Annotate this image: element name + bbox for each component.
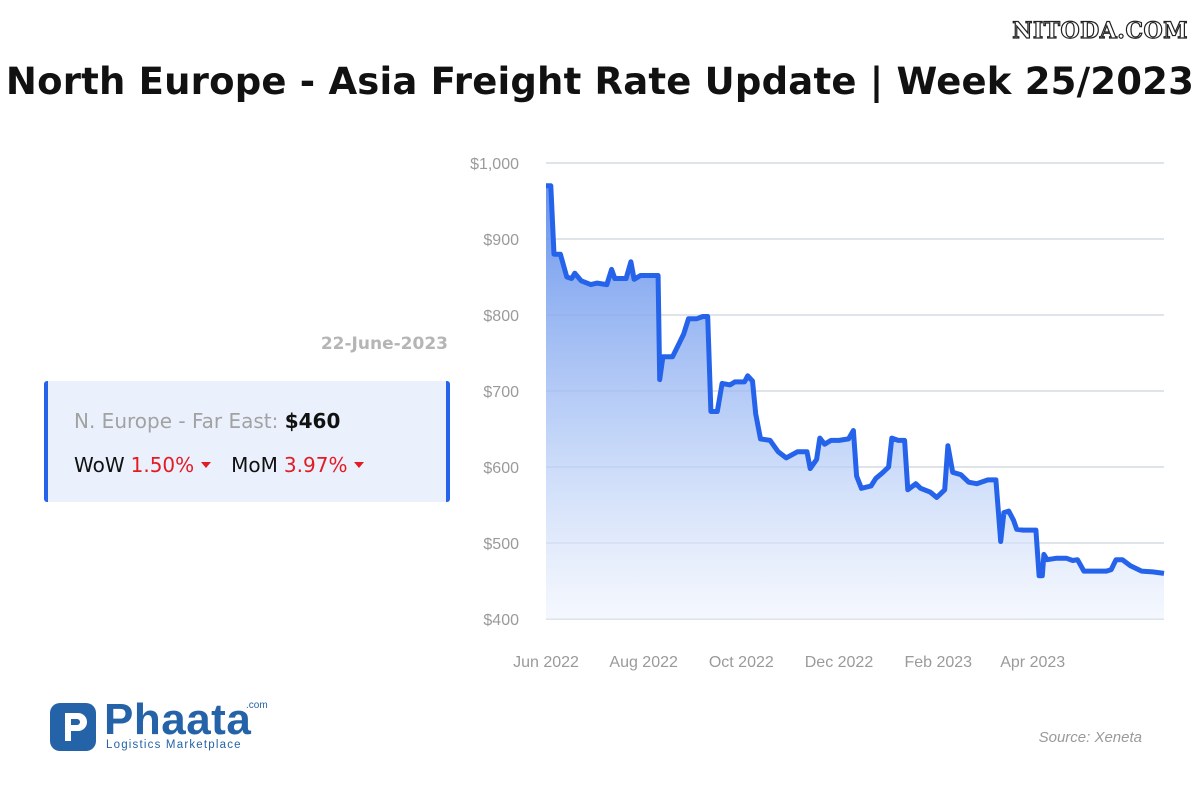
y-tick-label: $900	[483, 232, 519, 249]
logo-tagline: Logistics Marketplace	[106, 739, 242, 751]
y-tick-label: $400	[483, 612, 519, 629]
x-tick-label: Apr 2023	[1000, 654, 1065, 671]
rate-summary-card: N. Europe - Far East: $460 WoW 1.50% MoM…	[44, 381, 450, 502]
x-tick-label: Jun 2022	[513, 654, 579, 671]
caret-down-icon	[354, 462, 365, 468]
watermark-text: NITODA.COM	[1012, 17, 1188, 44]
x-tick-label: Oct 2022	[709, 654, 774, 671]
logo-name: Phaata	[104, 695, 252, 744]
y-tick-label: $500	[483, 536, 519, 553]
rate-value: $460	[284, 409, 341, 433]
logo-tld: .com	[246, 700, 268, 711]
rate-line-series	[546, 183, 1165, 579]
y-tick-label: $700	[483, 384, 519, 401]
wow-label: WoW	[74, 453, 125, 477]
y-tick-label: $1,000	[470, 156, 519, 173]
rate-line: N. Europe - Far East: $460	[74, 409, 340, 433]
route-label: N. Europe - Far East:	[74, 409, 279, 433]
mom-label: MoM	[231, 453, 278, 477]
logo-mark-icon	[50, 703, 96, 751]
page-title: North Europe - Asia Freight Rate Update …	[5, 60, 1195, 103]
wow-value: 1.50%	[130, 453, 195, 477]
x-tick-label: Aug 2022	[609, 654, 678, 671]
change-line: WoW 1.50% MoM 3.97%	[74, 453, 384, 477]
mom-value: 3.97%	[283, 453, 348, 477]
y-tick-label: $600	[483, 460, 519, 477]
x-tick-label: Feb 2023	[904, 654, 972, 671]
y-tick-label: $800	[483, 308, 519, 325]
caret-down-icon	[201, 462, 212, 468]
phaata-logo: Phaata .com Logistics Marketplace	[50, 695, 280, 753]
rate-area	[546, 185, 1164, 620]
x-tick-label: Dec 2022	[805, 654, 874, 671]
report-date: 22-June-2023	[320, 334, 448, 354]
source-note: Source: Xeneta	[1038, 729, 1142, 746]
